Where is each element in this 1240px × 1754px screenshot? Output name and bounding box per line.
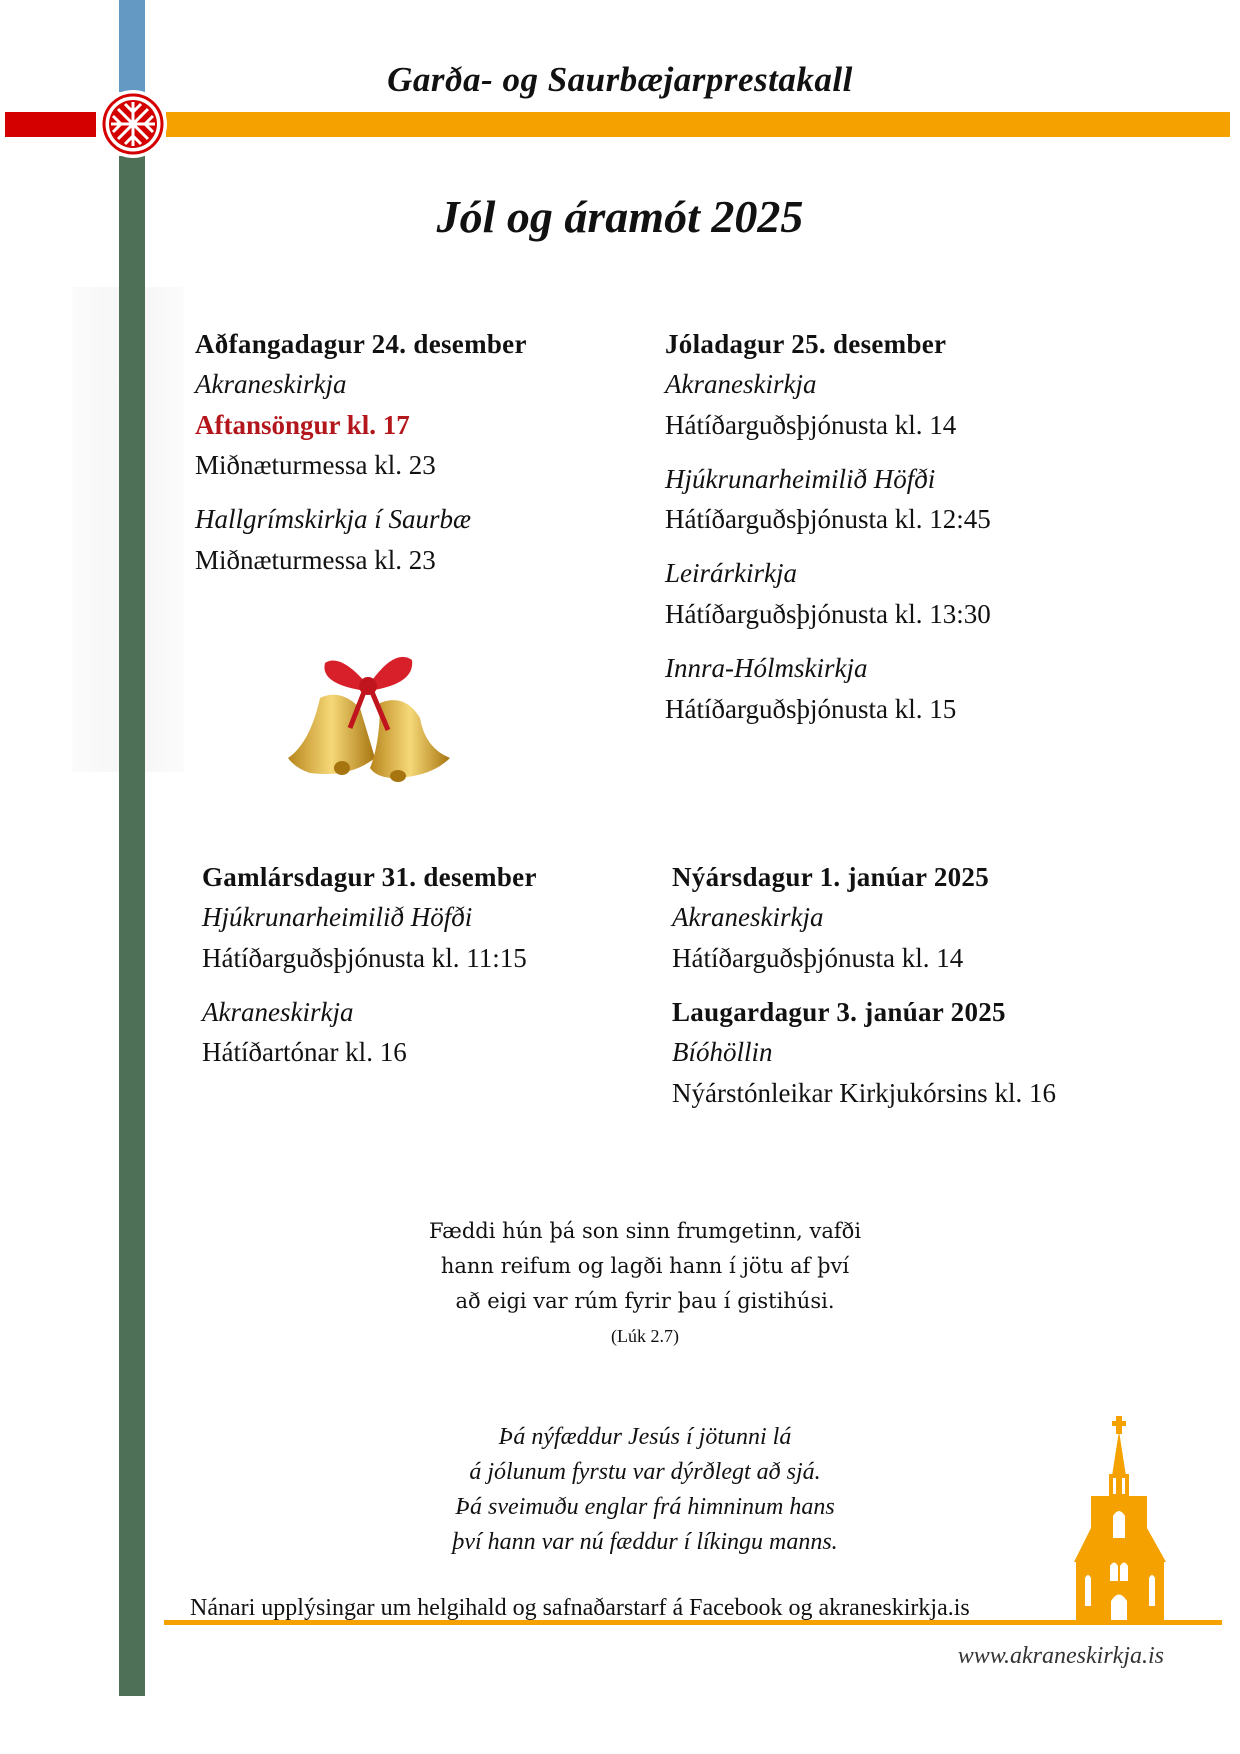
venue: Leirárkirkja [665, 558, 797, 588]
poem-line: því hann var nú fæddur í líkingu manns. [452, 1529, 838, 1555]
header-title: Garða- og Saurbæjarprestakall [387, 60, 853, 99]
scripture-line: hann reifum og lagði hann í jötu af því [440, 1254, 850, 1278]
service: Hátíðarguðsþjónusta kl. 13:30 [665, 599, 991, 629]
section-heading: Jóladagur 25. desember [665, 329, 947, 359]
service: Nýárstónleikar Kirkjukórsins kl. 16 [672, 1078, 1056, 1108]
poem-line: á jólunum fyrstu var dýrðlegt að sjá. [469, 1459, 821, 1485]
venue: Akraneskirkja [202, 997, 354, 1027]
vertical-bar-green [119, 156, 145, 1696]
poem-line: Þá sveimuðu englar frá himninum hans [455, 1494, 835, 1520]
venue: Hjúkrunarheimilið Höfði [202, 902, 473, 932]
service: Hátíðarguðsþjónusta kl. 14 [665, 410, 957, 440]
footer-divider [164, 1620, 1222, 1625]
section-heading: Nýársdagur 1. janúar 2025 [672, 862, 990, 892]
service-highlight: Aftansöngur kl. 17 [195, 410, 410, 440]
venue: Akraneskirkja [195, 369, 347, 399]
horizontal-bar-orange [166, 112, 1230, 137]
section-heading: Aðfangadagur 24. desember [195, 329, 527, 359]
service: Hátíðartónar kl. 16 [202, 1037, 407, 1067]
vertical-bar-blue [119, 0, 145, 92]
service: Miðnæturmessa kl. 23 [195, 545, 436, 575]
venue: Innra-Hólmskirkja [665, 653, 868, 683]
service: Hátíðarguðsþjónusta kl. 12:45 [665, 504, 991, 534]
venue: Bíóhöllin [672, 1037, 773, 1067]
service: Hátíðarguðsþjónusta kl. 11:15 [202, 943, 527, 973]
horizontal-bar-red [5, 112, 96, 137]
venue: Hjúkrunarheimilið Höfði [665, 464, 936, 494]
service: Miðnæturmessa kl. 23 [195, 450, 436, 480]
poem-line: Þá nýfæddur Jesús í jötunni lá [498, 1424, 792, 1450]
christmas-bells-icon [288, 656, 450, 782]
website-link[interactable]: www.akraneskirkja.is [957, 1643, 1164, 1669]
section-heading: Gamlársdagur 31. desember [202, 862, 537, 892]
section-heading: Laugardagur 3. janúar 2025 [672, 997, 1006, 1027]
venue: Hallgrímskirkja í Saurbæ [195, 504, 472, 534]
scripture-line: að eigi var rúm fyrir þau í gistihúsi. [455, 1289, 835, 1313]
scripture-line: Fæddi hún þá son sinn frumgetinn, vafði [428, 1219, 862, 1243]
venue: Akraneskirkja [672, 902, 824, 932]
page-title: Jól og áramót 2025 [436, 191, 804, 242]
church-cross-emblem-icon [99, 90, 167, 158]
service: Hátíðarguðsþjónusta kl. 14 [672, 943, 964, 973]
footer-info: Nánari upplýsingar um helgihald og safna… [190, 1595, 970, 1621]
church-silhouette-icon [1074, 1416, 1166, 1620]
scripture-reference: (Lúk 2.7) [611, 1326, 679, 1346]
service: Hátíðarguðsþjónusta kl. 15 [665, 694, 957, 724]
venue: Akraneskirkja [665, 369, 817, 399]
